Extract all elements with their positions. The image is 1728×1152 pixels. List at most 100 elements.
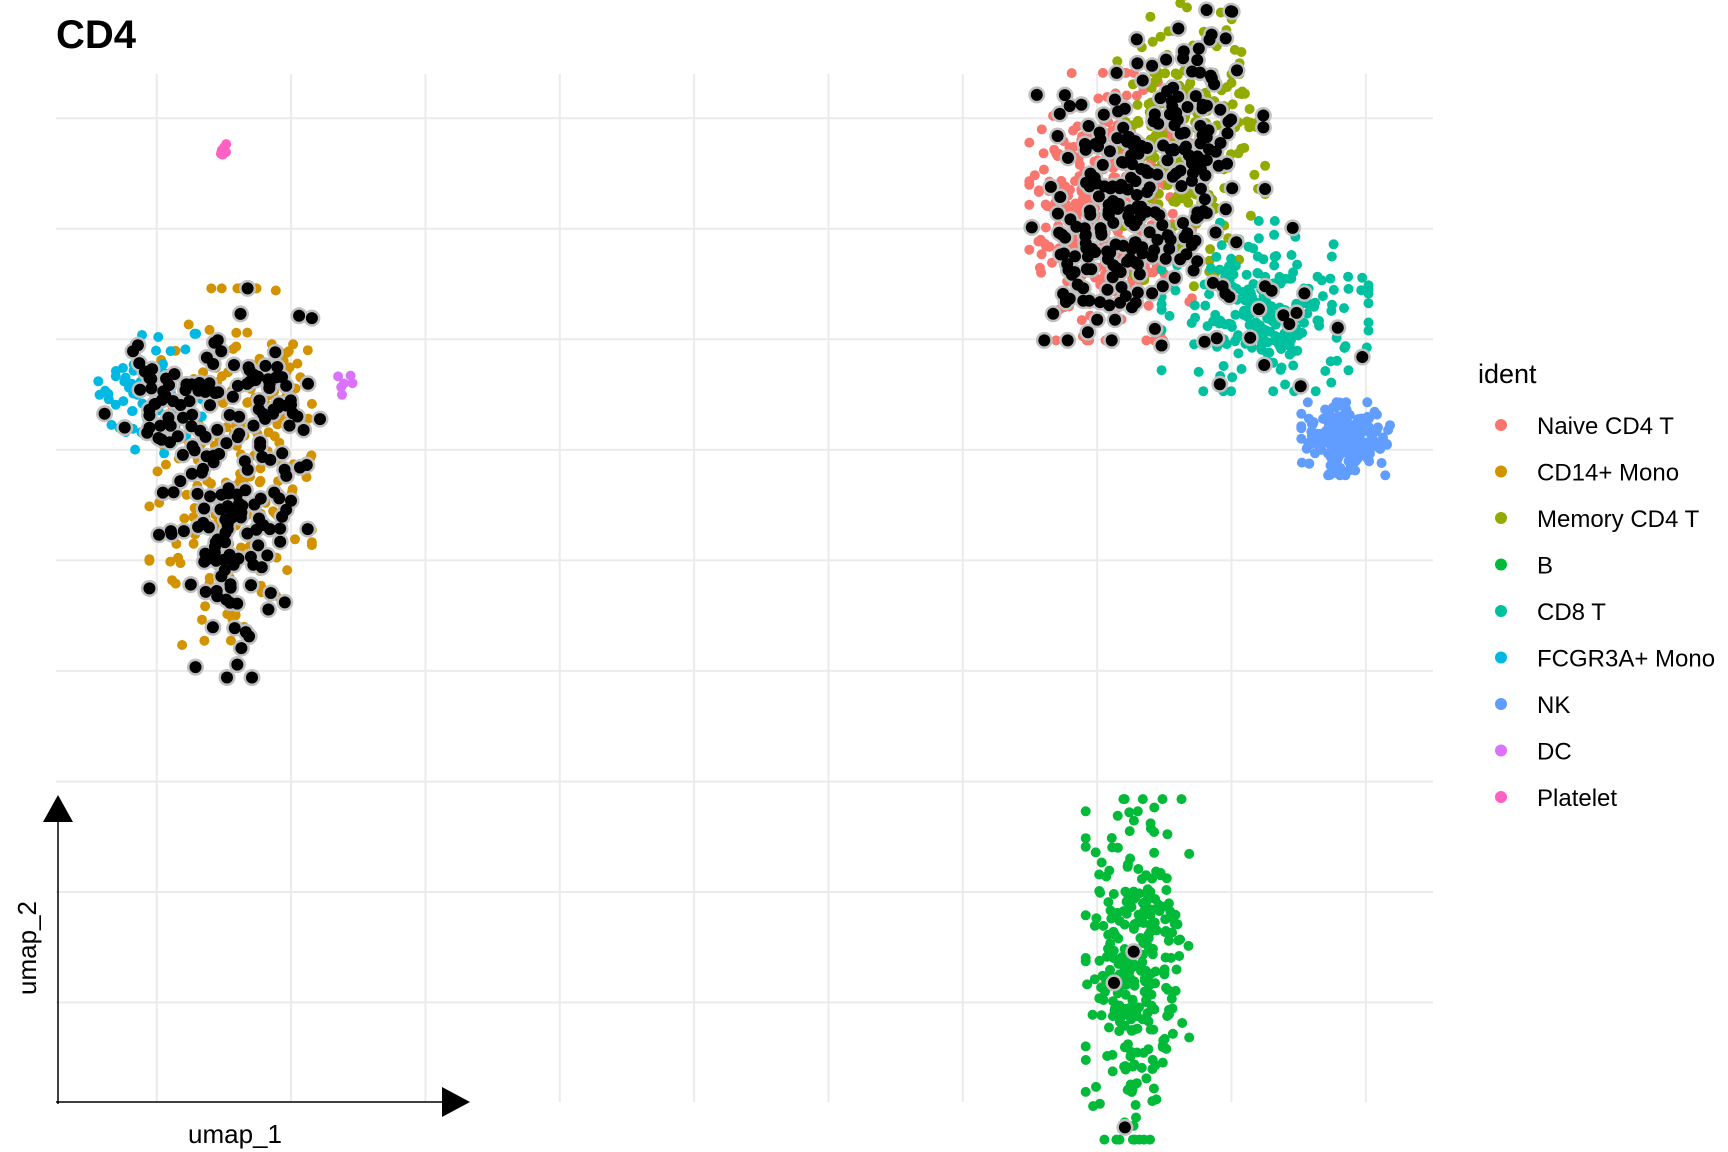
highlight-point — [1174, 253, 1187, 266]
scatter-point — [1327, 402, 1338, 413]
scatter-point — [197, 614, 207, 625]
highlight-point — [1168, 271, 1181, 284]
highlight-point — [242, 361, 255, 374]
highlight-point — [233, 497, 246, 510]
highlighted-points — [96, 1, 1371, 1136]
scatter-point — [1029, 170, 1040, 181]
scatter-point — [1108, 953, 1119, 963]
scatter-point — [216, 283, 227, 294]
scatter-point — [1125, 1051, 1136, 1062]
legend-swatch — [1495, 512, 1507, 524]
highlight-point — [1111, 262, 1124, 275]
scatter-point — [1024, 244, 1035, 255]
highlight-point — [1109, 313, 1121, 326]
highlight-point — [1143, 226, 1156, 239]
highlight-point — [239, 484, 252, 497]
highlight-point — [1205, 28, 1218, 41]
scatter-point — [1091, 913, 1102, 924]
highlight-point — [1210, 332, 1223, 345]
scatter-point — [1090, 847, 1101, 858]
scatter-point — [1215, 315, 1226, 326]
scatter-point — [1131, 1112, 1141, 1123]
highlight-point — [1221, 157, 1233, 170]
scatter-point — [1131, 90, 1142, 101]
highlight-point — [1181, 227, 1194, 240]
scatter-point — [206, 478, 216, 489]
highlight-point — [1117, 121, 1130, 134]
scatter-point — [1149, 827, 1160, 837]
scatter-point — [1288, 267, 1299, 278]
legend-title: ident — [1478, 359, 1537, 389]
highlight-point — [301, 523, 314, 536]
scatter-point — [1112, 842, 1123, 853]
scatter-point — [1156, 264, 1167, 275]
highlight-point — [143, 409, 156, 422]
highlight-point — [1187, 264, 1200, 277]
scatter-point — [1339, 303, 1349, 314]
scatter-point — [1103, 897, 1114, 908]
highlight-point — [243, 630, 256, 643]
highlight-point — [1061, 334, 1074, 347]
scatter-point — [1098, 995, 1109, 1005]
highlight-point — [1030, 88, 1043, 101]
scatter-point — [1340, 470, 1351, 481]
highlight-point — [1123, 204, 1136, 217]
highlight-point — [280, 379, 293, 392]
scatter-point — [231, 341, 242, 352]
scatter-point — [1170, 285, 1181, 296]
scatter-point — [206, 283, 217, 294]
highlight-point — [184, 578, 197, 591]
scatter-point — [1123, 1039, 1133, 1050]
highlight-point — [1124, 252, 1136, 265]
scatter-point — [1268, 386, 1279, 397]
scatter-point — [1163, 935, 1174, 946]
scatter-point — [175, 558, 186, 569]
scatter-point — [118, 396, 129, 407]
scatter-point — [1258, 254, 1269, 265]
scatter-point — [1189, 300, 1200, 311]
scatter-point — [1106, 833, 1117, 843]
scatter-point — [1167, 1028, 1178, 1039]
scatter-point — [1243, 241, 1254, 252]
highlight-point — [152, 432, 165, 444]
scatter-point — [1120, 906, 1130, 917]
scatter-point — [1280, 379, 1291, 390]
highlight-point — [1219, 287, 1232, 300]
scatter-point — [230, 610, 241, 621]
scatter-point — [103, 394, 114, 405]
scatter-point — [1253, 233, 1264, 244]
scatter-point — [1326, 449, 1336, 460]
highlight-point — [210, 554, 223, 567]
scatter-point — [1123, 890, 1133, 901]
highlight-point — [1192, 42, 1205, 55]
scatter-point — [1155, 31, 1166, 42]
scatter-point — [181, 489, 192, 500]
highlight-point — [259, 412, 272, 425]
scatter-point — [1069, 141, 1079, 152]
scatter-point — [1080, 1055, 1091, 1065]
scatter-point — [1135, 965, 1146, 976]
highlight-point — [1063, 100, 1076, 112]
scatter-point — [1167, 208, 1178, 219]
highlight-point — [218, 564, 231, 576]
highlight-point — [134, 383, 147, 396]
scatter-point — [1185, 77, 1196, 88]
highlight-point — [1053, 226, 1066, 239]
highlight-point — [1230, 236, 1243, 249]
scatter-point — [1141, 870, 1152, 881]
highlight-point — [1079, 143, 1092, 156]
scatter-point — [1111, 1134, 1122, 1145]
scatter-point — [236, 542, 246, 553]
scatter-point — [1133, 909, 1144, 920]
highlight-point — [1161, 154, 1174, 167]
scatter-point — [1363, 280, 1374, 291]
scatter-point — [1200, 300, 1211, 311]
scatter-point — [1149, 802, 1160, 813]
scatter-point — [1167, 1003, 1178, 1014]
scatter-point — [269, 431, 280, 442]
scatter-point — [1141, 1073, 1152, 1084]
highlight-point — [278, 463, 291, 476]
scatter-point — [1127, 994, 1138, 1005]
highlight-point — [1151, 233, 1164, 246]
scatter-point — [1160, 68, 1171, 79]
